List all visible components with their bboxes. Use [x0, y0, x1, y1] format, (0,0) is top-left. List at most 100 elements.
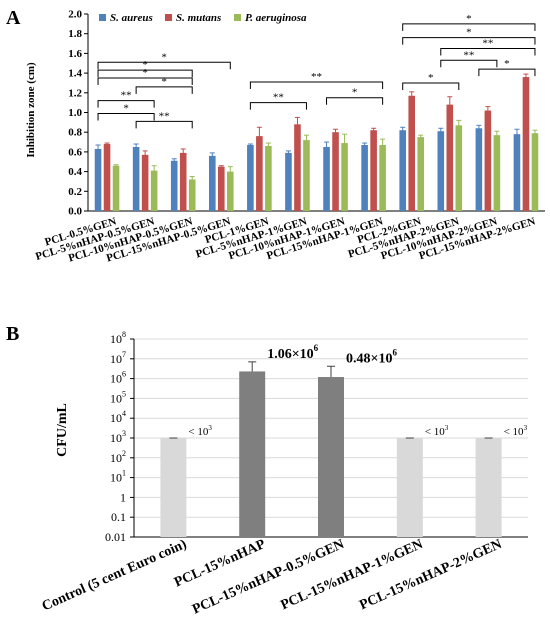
- significance-bracket: [249, 81, 384, 89]
- y-tick-label: 1.4: [68, 68, 82, 80]
- y-tick-label: 102: [110, 449, 126, 465]
- bar: [239, 371, 266, 537]
- bar: [112, 165, 120, 211]
- bar: [341, 143, 348, 211]
- data-label: < 103: [188, 424, 212, 438]
- y-tick-label: 0.6: [68, 146, 82, 158]
- panel-a-legend: S. aureus S. mutans P. aeruginosa: [99, 12, 307, 24]
- significance-bracket: [440, 59, 498, 68]
- panel-a-label: A: [6, 7, 21, 29]
- significance-marker: *: [123, 102, 129, 114]
- legend-swatch-s-mutans: [165, 14, 172, 21]
- significance-marker: *: [161, 76, 167, 88]
- bar: [446, 104, 454, 211]
- significance-marker: *: [428, 72, 434, 84]
- significance-bracket: [478, 68, 536, 77]
- bar: [493, 135, 501, 211]
- y-tick-label: 0.8: [68, 127, 82, 139]
- bar: [132, 146, 140, 211]
- legend-label-p-aeruginosa: P. aeruginosa: [245, 12, 307, 24]
- bar: [208, 155, 216, 211]
- y-tick-label: 107: [110, 350, 126, 366]
- bar: [379, 145, 386, 211]
- bar: [475, 438, 502, 537]
- significance-marker: **: [159, 110, 170, 122]
- bar: [531, 133, 539, 211]
- y-tick-label: 1.8: [68, 28, 82, 40]
- significance-marker: **: [311, 71, 322, 83]
- significance-marker: **: [121, 90, 132, 102]
- significance-bracket: [135, 120, 193, 129]
- data-label: 1.06×106: [267, 343, 318, 362]
- significance-bracket: [97, 69, 193, 78]
- panel-a-axes: 0.0 0.2 0.4 0.6 0.8 1.0 1.2 1.4 1.6 1.8 2.0: [68, 9, 545, 218]
- bar: [303, 140, 310, 211]
- panel-b-x-labels: Control (5 cent Euro coin)PCL-15%nHAPPCL…: [40, 537, 504, 618]
- significance-bracket: [97, 61, 231, 70]
- bar: [285, 152, 292, 211]
- legend-label-s-mutans: S. mutans: [176, 12, 221, 24]
- data-label: < 103: [425, 424, 449, 438]
- significance-marker: *: [142, 59, 148, 71]
- x-category-label: PCL-15%nHAP-1%GEN: [279, 537, 426, 613]
- bar: [103, 144, 111, 211]
- data-label: < 103: [504, 424, 528, 438]
- significance-marker: *: [352, 87, 358, 99]
- bar: [265, 145, 272, 211]
- y-tick-label: 1: [120, 490, 126, 504]
- bar: [160, 438, 187, 537]
- bar: [141, 154, 149, 211]
- panel-a: A Inhibition zone (cm) 0.0 0.2 0.4 0.6 0.8 1.…: [6, 7, 545, 265]
- bar: [179, 152, 187, 211]
- panel-a-y-axis-title: Inhibition zone (cm): [25, 62, 37, 158]
- bar: [323, 146, 330, 211]
- y-tick-label: 1.6: [68, 48, 82, 60]
- y-tick-label: 0.4: [68, 166, 82, 178]
- bar: [370, 130, 377, 211]
- significance-marker: **: [482, 37, 493, 49]
- bar: [437, 131, 445, 211]
- significance-bracket: [440, 47, 536, 56]
- bar: [484, 110, 492, 211]
- panel-a-x-labels: PCL-0.5%GENPCL-5%nHAP-0.5%GENPCL-10%nHAP…: [34, 215, 537, 264]
- y-tick-label: 105: [110, 389, 126, 405]
- bar: [417, 137, 425, 211]
- significance-bracket: [97, 112, 155, 121]
- y-tick-label: 108: [110, 330, 126, 346]
- panel-b: B CFU/mL 0.01 0.1 1 101 102 103 104 105 106 107 10…: [6, 323, 528, 618]
- bar: [256, 136, 263, 211]
- y-tick-label: 106: [110, 370, 126, 386]
- y-tick-label: 2.0: [68, 9, 82, 21]
- significance-bracket: [97, 100, 155, 108]
- significance-marker: **: [273, 92, 284, 104]
- panel-a-significance: ************* *********: [97, 13, 536, 129]
- y-tick-label: 103: [110, 429, 126, 445]
- y-tick-label: 0.1: [111, 510, 126, 524]
- bar: [455, 125, 463, 211]
- y-tick-label: 0.0: [68, 206, 82, 218]
- y-tick-label: 1.0: [68, 107, 82, 119]
- significance-bracket: [402, 23, 536, 31]
- bar: [522, 77, 530, 211]
- x-category-label: PCL-15%nHAP-2%GEN: [357, 537, 504, 613]
- bar: [318, 377, 344, 537]
- legend-label-s-aureus: S. aureus: [110, 12, 153, 24]
- panel-a-bars: [94, 73, 539, 211]
- bar: [94, 148, 102, 211]
- y-tick-label: 101: [110, 469, 126, 485]
- significance-marker: *: [504, 58, 510, 70]
- significance-marker: *: [466, 27, 472, 39]
- significance-marker: *: [161, 51, 167, 63]
- bar: [150, 170, 158, 211]
- significance-bracket: [97, 77, 193, 86]
- bar: [247, 145, 254, 211]
- significance-marker: *: [466, 13, 472, 25]
- data-label: 0.48×106: [346, 347, 397, 366]
- significance-bracket: [402, 37, 536, 45]
- bar: [226, 171, 234, 211]
- bar: [399, 130, 407, 211]
- bar: [332, 132, 339, 211]
- panel-b-bars: < 103 1.06×106 0.48×106 < 103 < 103: [160, 343, 528, 537]
- bar: [408, 95, 416, 211]
